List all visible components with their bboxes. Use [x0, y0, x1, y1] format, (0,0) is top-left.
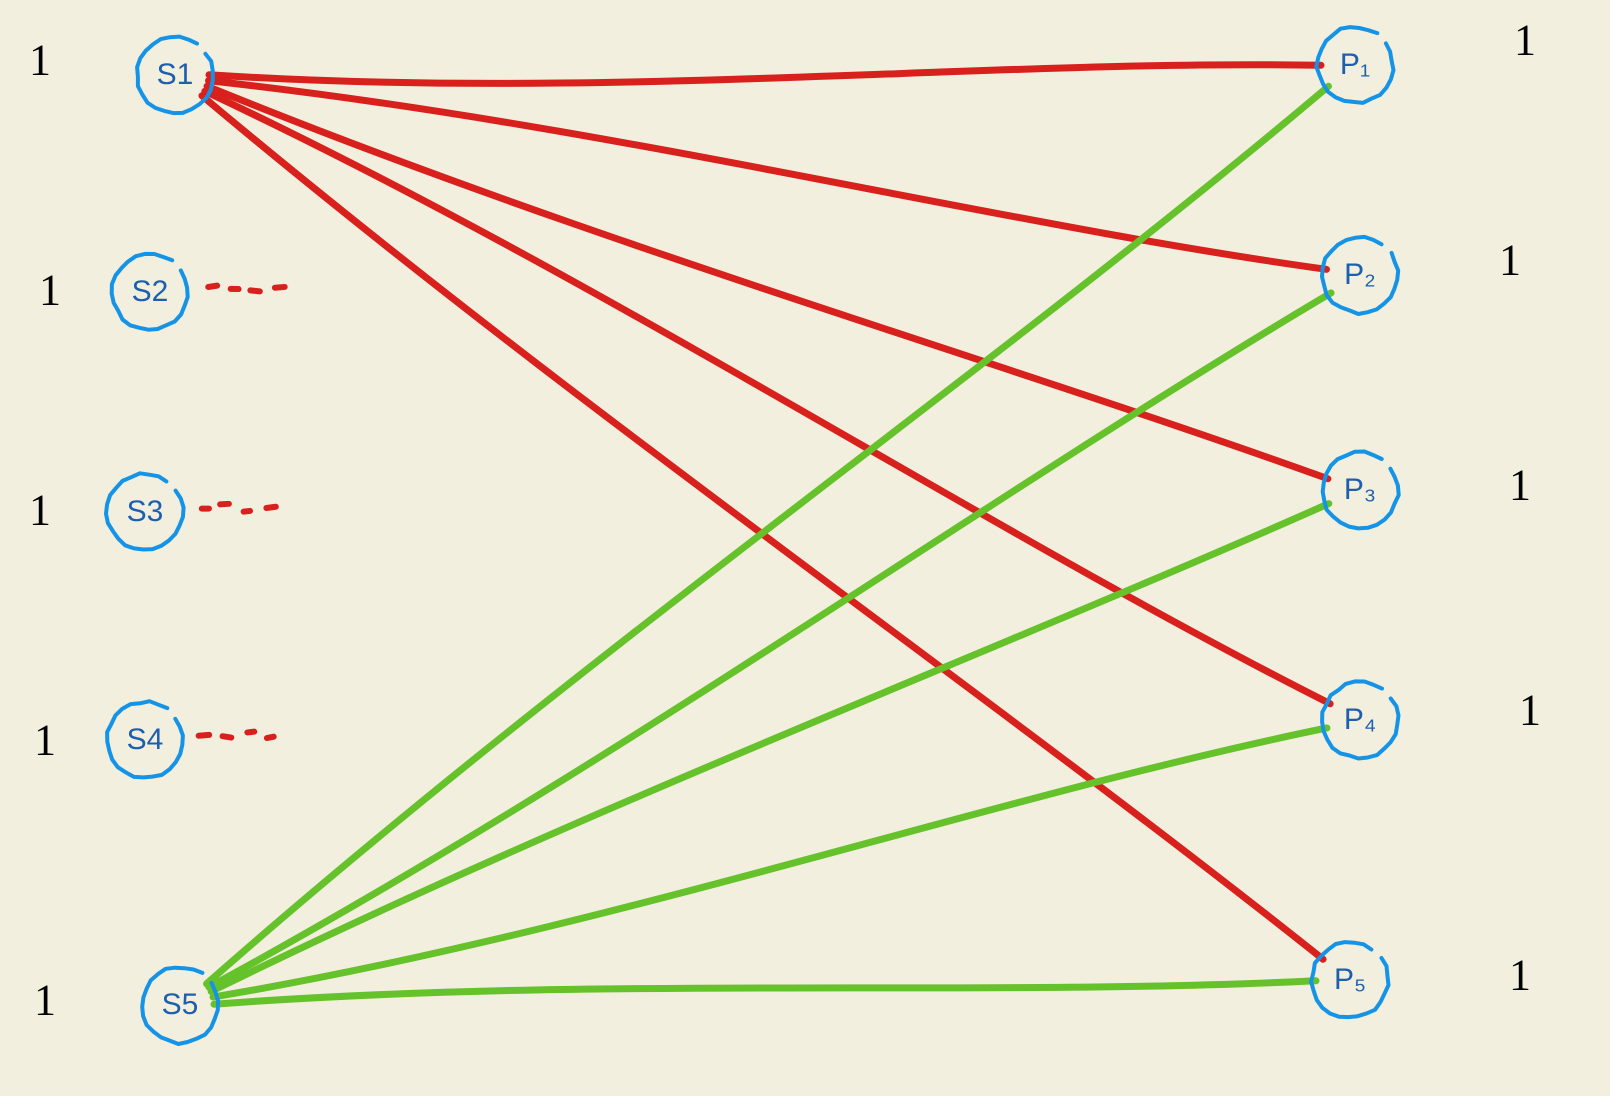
background — [0, 0, 1610, 1096]
dotted-mark-s4-3 — [267, 737, 274, 738]
dotted-mark-s2-3 — [275, 287, 285, 288]
dotted-mark-s4-0 — [199, 735, 210, 736]
dotted-mark-s4-2 — [247, 732, 254, 733]
dotted-mark-s3-2 — [244, 511, 250, 512]
dotted-mark-s2-0 — [208, 286, 217, 287]
dotted-mark-s3-3 — [266, 507, 275, 508]
dotted-mark-s4-1 — [223, 736, 232, 737]
diagram-canvas — [0, 0, 1610, 1096]
dotted-mark-s2-2 — [250, 290, 259, 291]
